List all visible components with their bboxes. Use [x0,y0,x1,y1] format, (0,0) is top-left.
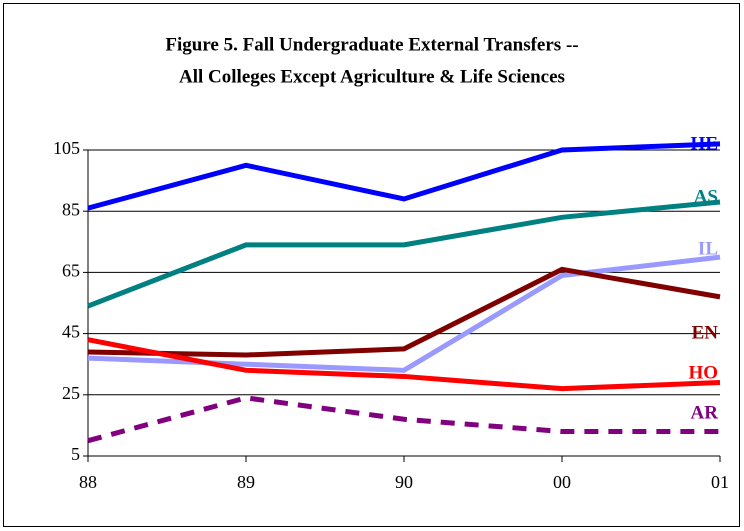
y-tick-label: 65 [62,261,80,281]
series-line [87,395,720,444]
series-label: AR [691,402,719,423]
y-tick-label: 85 [62,199,80,219]
series-label: IL [698,238,718,259]
chart-title: All Colleges Except Agriculture & Life S… [179,66,565,87]
series-label: AS [694,186,718,207]
series-line [87,141,721,211]
series-line [87,266,721,358]
series-line [87,199,721,309]
series-label: EN [692,322,719,343]
series-line [87,337,721,392]
x-tick-label: 00 [553,472,571,492]
chart-title: Figure 5. Fall Undergraduate External Tr… [165,34,578,55]
series-label: HO [688,362,718,383]
x-tick-label: 88 [79,472,97,492]
y-tick-label: 5 [71,444,80,464]
x-tick-label: 01 [711,472,729,492]
y-tick-label: 25 [62,383,80,403]
x-tick-label: 89 [237,472,255,492]
y-tick-label: 105 [53,138,80,158]
y-tick-label: 45 [62,322,80,342]
chart-frame [3,3,740,527]
series-label: HE [691,133,718,154]
x-tick-label: 90 [395,472,413,492]
